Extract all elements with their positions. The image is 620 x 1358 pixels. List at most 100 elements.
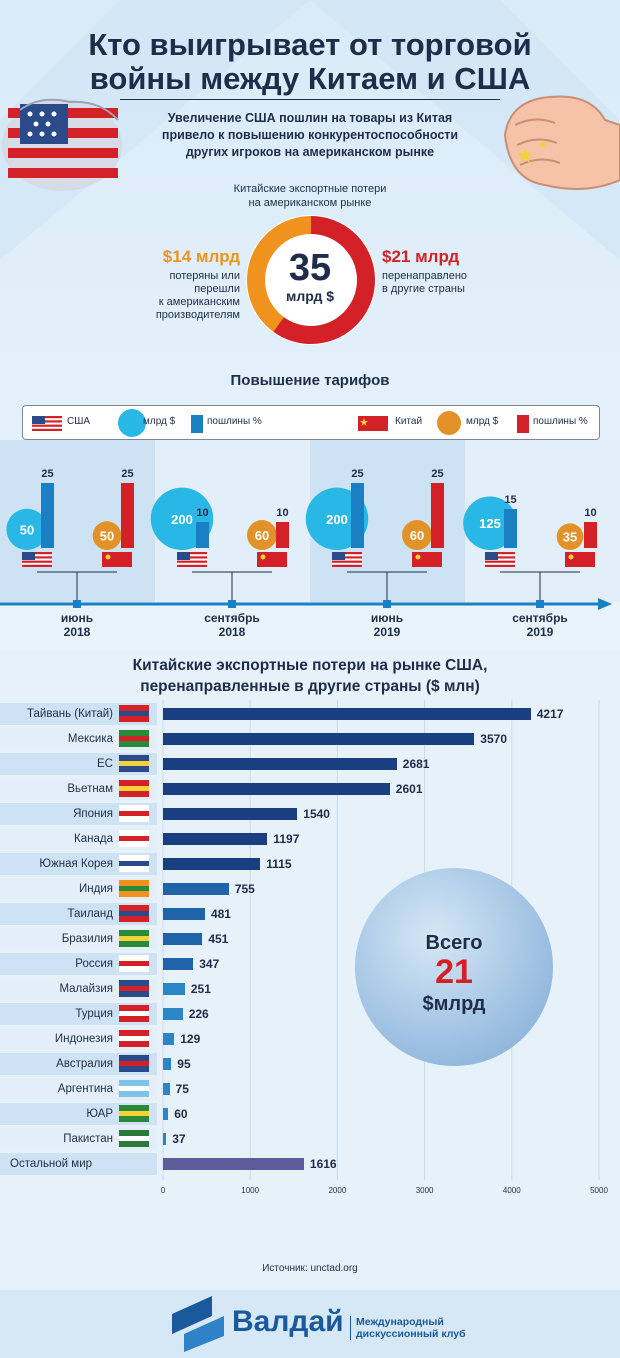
china-flag-icon (565, 552, 595, 567)
legend-usa-duty: пошлины % (207, 416, 262, 427)
country-flag-icon (119, 1055, 149, 1072)
lost-amount: $14 млрд (162, 247, 240, 266)
period-year: 2019 (374, 625, 401, 639)
china-duty-bar (431, 483, 444, 548)
x-tick-label: 1000 (241, 1186, 260, 1195)
page-title: Кто выигрывает от торговой войны между К… (60, 28, 560, 96)
china-fist-icon (503, 95, 620, 190)
bar (163, 933, 203, 945)
tariffs-title: Повышение тарифов (230, 372, 390, 389)
row-label: Малайзия (0, 978, 157, 1000)
china-amount-label: 35 (563, 530, 577, 545)
footer-club: Международный дискуссионный клуб (350, 1316, 466, 1340)
bar (163, 1158, 304, 1170)
bar-value-label: 1540 (303, 807, 330, 821)
bar-value-label: 451 (208, 932, 229, 946)
lost-desc-line-1: потеряны или (169, 270, 240, 282)
bar (163, 858, 261, 870)
country-flag-icon (119, 880, 149, 897)
bar (163, 808, 298, 820)
china-amount-label: 50 (100, 529, 114, 544)
legend-china: Китай (395, 416, 423, 427)
row-label: Южная Корея (0, 853, 157, 875)
row-label: ЕС (0, 753, 157, 775)
row-label: ЮАР (0, 1103, 157, 1125)
country-flag-icon (119, 1030, 149, 1047)
usa-flag-icon (332, 552, 362, 567)
country-flag-icon (119, 705, 149, 722)
china-flag-icon (358, 416, 388, 431)
china-duty-bar (584, 522, 597, 548)
bar-value-label: 755 (234, 882, 255, 896)
redirected-description: перенаправлено в другие страны (382, 270, 512, 296)
lost-desc-line-2: перешли (194, 283, 240, 295)
country-flag-icon (119, 955, 149, 972)
bar-value-label: 1197 (273, 832, 300, 846)
row-label: Тайвань (Китай) (0, 703, 157, 725)
bar-value-label: 2681 (402, 757, 430, 771)
usa-amount-circle (463, 496, 517, 550)
bar-value-label: 60 (174, 1107, 188, 1121)
bar-value-label: 226 (188, 1007, 209, 1021)
china-amount-label: 60 (255, 528, 269, 543)
bar-value-label: 129 (180, 1032, 201, 1046)
china-duty-bar (276, 522, 289, 548)
bar-value-label: 3570 (480, 732, 507, 746)
timeline-marker (383, 600, 391, 608)
subtitle: Увеличение США пошлин на товары из Китая… (150, 110, 470, 161)
row-label: Австралия (0, 1053, 157, 1075)
china-duty-bar (121, 483, 134, 548)
country-flag-icon (119, 905, 149, 922)
tariffs-legend: США млрд $ пошлины % Китай млрд $ пошлин… (22, 405, 600, 440)
usa-amount-label: 200 (326, 512, 348, 527)
period-year: 2019 (527, 625, 554, 639)
footer-brand: Валдай (232, 1305, 344, 1338)
title-line-2: войны между Китаем и США (89, 61, 531, 96)
country-flag-icon (119, 1105, 149, 1122)
china-flag-icon (102, 552, 132, 567)
total-value: 21 (435, 953, 473, 991)
donut-chart (246, 215, 376, 345)
bar (163, 733, 475, 745)
row-label: Япония (0, 803, 157, 825)
donut-caption-line-2: на американском рынке (248, 197, 372, 209)
usa-amount-circle (6, 508, 48, 550)
usa-duty-label: 10 (196, 507, 208, 519)
bar-value-label: 347 (199, 957, 220, 971)
period-year: 2018 (64, 625, 91, 639)
row-label: Мексика (0, 728, 157, 750)
bar (163, 958, 194, 970)
row-label: Вьетнам (0, 778, 157, 800)
usa-fist-icon (2, 98, 122, 191)
subtitle-line-2: привело к повышению конкурентоспособност… (161, 128, 459, 142)
donut-caption: Китайские экспортные потери на американс… (210, 182, 410, 210)
legend-china-amount: млрд $ (466, 416, 499, 427)
legend-usa: США (67, 416, 91, 427)
x-tick-label: 2000 (328, 1186, 347, 1195)
row-label: Турция (0, 1003, 157, 1025)
bar (163, 833, 268, 845)
row-label: Бразилия (0, 928, 157, 950)
x-tick-label: 0 (160, 1186, 166, 1195)
bar-value-label: 251 (190, 982, 211, 996)
period-year: 2018 (219, 625, 246, 639)
country-flag-icon (119, 1080, 149, 1097)
timeline-marker (536, 600, 544, 608)
country-flag-icon (119, 855, 149, 872)
country-flag-icon (119, 1005, 149, 1022)
bar-value-label: 1115 (266, 857, 292, 871)
china-duty-label: 25 (121, 468, 133, 480)
china-amount-circle (402, 520, 432, 550)
export-chart-title-line-2: перенаправленные в другие страны ($ млн) (140, 678, 480, 695)
title-line-1: Кто выигрывает от торговой (88, 27, 532, 62)
period-month: июнь (61, 611, 93, 625)
footer (0, 1290, 620, 1358)
x-tick-label: 3000 (415, 1186, 434, 1195)
bar (163, 983, 185, 995)
subtitle-line-1: Увеличение США пошлин на товары из Китая (167, 111, 453, 125)
bar (163, 1033, 175, 1045)
row-label: Аргентина (0, 1078, 157, 1100)
china-flag-icon (257, 552, 287, 567)
usa-duty-legend-icon (191, 415, 203, 433)
